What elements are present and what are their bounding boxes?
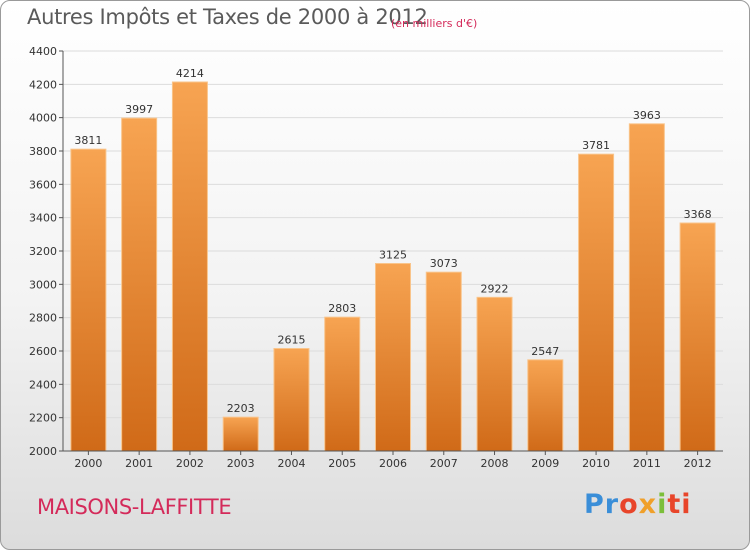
logo-part: ti: [667, 489, 692, 520]
bar: [324, 316, 361, 452]
bar-value-label: 3125: [379, 249, 407, 262]
chart-title: Autres Impôts et Taxes de 2000 à 2012: [27, 5, 428, 29]
bar-value-label: 2547: [531, 345, 559, 358]
x-tick-label: 2006: [379, 457, 407, 470]
logo-part: Pr: [584, 489, 620, 520]
y-tick-label: 4400: [29, 45, 57, 58]
bar-value-label: 3811: [74, 134, 102, 147]
bar: [121, 117, 158, 452]
y-tick-label: 2600: [29, 345, 57, 358]
bar: [425, 271, 462, 452]
bar: [578, 153, 615, 452]
y-tick-label: 3800: [29, 145, 57, 158]
y-tick-label: 4200: [29, 78, 57, 91]
x-tick-label: 2011: [633, 457, 661, 470]
city-name: MAISONS-LAFFITTE: [37, 495, 232, 519]
bar: [476, 296, 513, 452]
bar: [679, 222, 716, 452]
bar: [273, 348, 310, 452]
x-tick-label: 2007: [430, 457, 458, 470]
bar-value-label: 2803: [328, 302, 356, 315]
x-tick-label: 2000: [74, 457, 102, 470]
x-tick-label: 2003: [227, 457, 255, 470]
x-tick-label: 2005: [328, 457, 356, 470]
y-tick-label: 2800: [29, 312, 57, 325]
y-tick-label: 2200: [29, 412, 57, 425]
bar: [527, 359, 564, 452]
y-tick-label: 3000: [29, 278, 57, 291]
bar-value-label: 4214: [176, 67, 204, 80]
bar: [222, 416, 259, 452]
bar: [375, 263, 411, 452]
bar-value-label: 3963: [633, 109, 661, 122]
bar: [171, 81, 208, 452]
bar-value-label: 3073: [430, 257, 458, 270]
x-tick-label: 2010: [582, 457, 610, 470]
y-tick-label: 3400: [29, 212, 57, 225]
bar-value-label: 3781: [582, 139, 610, 152]
axes: [59, 50, 723, 455]
y-tick-label: 3600: [29, 178, 57, 191]
logo-part: x: [638, 489, 658, 520]
x-tick-label: 2002: [176, 457, 204, 470]
bar-value-label: 2203: [227, 402, 255, 415]
bar: [70, 148, 107, 452]
bar-value-label: 3368: [684, 208, 712, 221]
x-tick-label: 2001: [125, 457, 153, 470]
x-tick-label: 2004: [277, 457, 305, 470]
proxiti-logo[interactable]: Proxiti: [584, 489, 692, 520]
bar: [628, 123, 665, 452]
chart-subtitle: (en milliers d'€): [391, 17, 478, 30]
labels: 2000 2200 2400 2600 2800 3000 3200 3400 3600 3800…: [29, 45, 712, 470]
logo-part: o: [619, 489, 639, 520]
x-tick-label: 2008: [481, 457, 509, 470]
bar-value-label: 2922: [481, 282, 509, 295]
y-tick-label: 2400: [29, 378, 57, 391]
y-tick-label: 3200: [29, 245, 57, 258]
y-tick-label: 4000: [29, 112, 57, 125]
logo-part: i: [657, 489, 668, 520]
x-tick-label: 2009: [531, 457, 559, 470]
x-tick-label: 2012: [684, 457, 712, 470]
y-tick-label: 2000: [29, 445, 57, 458]
bar-value-label: 3997: [125, 103, 153, 116]
bar-value-label: 2615: [277, 334, 305, 347]
bars: [70, 81, 716, 452]
